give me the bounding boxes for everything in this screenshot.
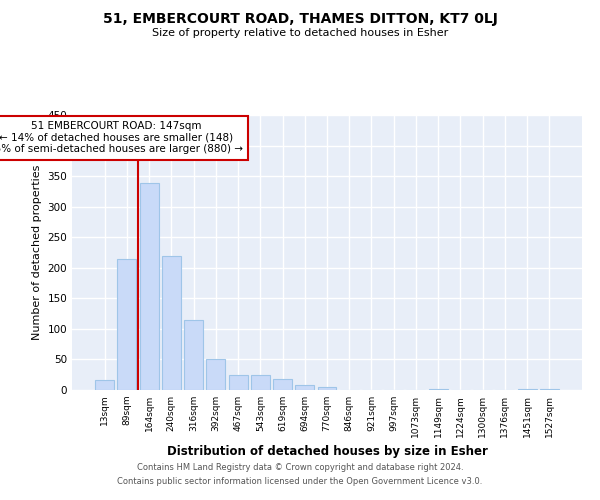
Bar: [273, 379, 292, 390]
Bar: [140, 184, 158, 390]
Bar: [429, 389, 448, 390]
Text: Contains HM Land Registry data © Crown copyright and database right 2024.: Contains HM Land Registry data © Crown c…: [137, 464, 463, 472]
X-axis label: Distribution of detached houses by size in Esher: Distribution of detached houses by size …: [167, 446, 487, 458]
Text: Contains public sector information licensed under the Open Government Licence v3: Contains public sector information licen…: [118, 477, 482, 486]
Text: Size of property relative to detached houses in Esher: Size of property relative to detached ho…: [152, 28, 448, 38]
Bar: [295, 385, 314, 390]
Bar: [251, 374, 270, 390]
Text: 51 EMBERCOURT ROAD: 147sqm
← 14% of detached houses are smaller (148)
85% of sem: 51 EMBERCOURT ROAD: 147sqm ← 14% of deta…: [0, 121, 243, 154]
Bar: [118, 258, 136, 390]
Bar: [206, 360, 225, 390]
Bar: [518, 389, 536, 390]
Bar: [229, 374, 248, 390]
Bar: [95, 380, 114, 390]
Bar: [317, 387, 337, 390]
Text: 51, EMBERCOURT ROAD, THAMES DITTON, KT7 0LJ: 51, EMBERCOURT ROAD, THAMES DITTON, KT7 …: [103, 12, 497, 26]
Bar: [184, 320, 203, 390]
Y-axis label: Number of detached properties: Number of detached properties: [32, 165, 42, 340]
Bar: [162, 256, 181, 390]
